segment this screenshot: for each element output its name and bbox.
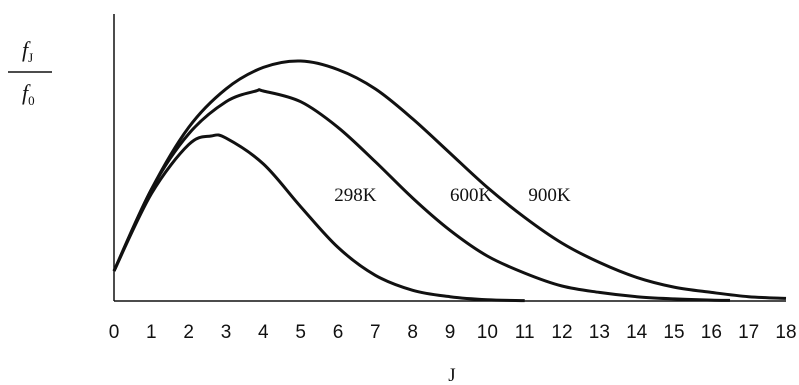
x-tick-label: 9 xyxy=(445,322,456,343)
curves xyxy=(112,59,787,303)
x-tick-label: 16 xyxy=(701,322,722,343)
x-tick-label: 5 xyxy=(295,322,306,343)
y-label-numerator: fJ xyxy=(22,37,33,65)
x-tick-label: 8 xyxy=(407,322,418,343)
x-axis-title: J xyxy=(448,365,455,385)
x-tick-labels: 0 1 2 3 4 5 6 7 8 9 10 11 12 13 14 15 16 17 18 xyxy=(109,322,797,343)
series-label-900k: 900K xyxy=(528,185,571,206)
y-axis-label: fJ f0 xyxy=(8,37,52,108)
x-tick-label: 10 xyxy=(477,322,498,343)
x-tick-label: 14 xyxy=(626,322,648,343)
x-tick-label: 2 xyxy=(183,322,194,343)
x-tick-label: 6 xyxy=(333,322,344,343)
curve-298k xyxy=(112,133,525,303)
curve-900k xyxy=(112,59,787,300)
x-tick-label: 11 xyxy=(515,322,535,343)
x-tick-label: 3 xyxy=(221,322,232,343)
x-tick-label: 18 xyxy=(775,322,796,343)
x-tick-label: 13 xyxy=(589,322,610,343)
x-tick-label: 4 xyxy=(258,322,269,343)
y-label-denominator: f0 xyxy=(22,80,35,108)
x-tick-label: 0 xyxy=(109,322,120,343)
series-label-298k: 298K xyxy=(334,185,377,206)
x-tick-label: 1 xyxy=(146,322,157,343)
x-tick-label: 15 xyxy=(663,322,684,343)
x-tick-label: 17 xyxy=(738,322,759,343)
x-tick-label: 7 xyxy=(370,322,381,343)
x-tick-label: 12 xyxy=(551,322,572,343)
series-label-600k: 600K xyxy=(450,185,493,206)
curve-600k xyxy=(112,88,731,302)
series-labels: 298K 600K 900K xyxy=(334,185,571,206)
